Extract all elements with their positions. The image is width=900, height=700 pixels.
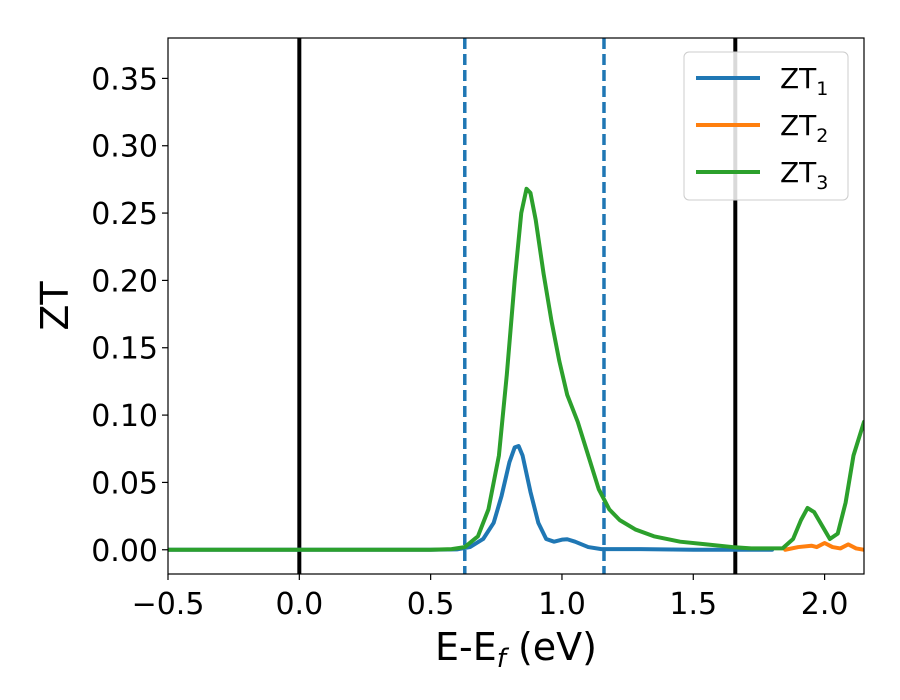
y-tick-label: 0.20 bbox=[91, 264, 158, 299]
series-lines bbox=[168, 186, 864, 552]
y-tick-label: 0.05 bbox=[91, 466, 158, 501]
y-tick-label: 0.00 bbox=[91, 534, 158, 569]
x-tick-label: 1.0 bbox=[538, 587, 586, 622]
legend-label-zt1: ZT1 bbox=[780, 62, 828, 100]
x-axis-label: E-Ef (eV) bbox=[435, 625, 597, 674]
series-line-zt2 bbox=[783, 541, 864, 552]
legend: ZT1 ZT2 ZT3 bbox=[683, 51, 849, 201]
legend-label-zt2: ZT2 bbox=[780, 109, 828, 147]
y-axis-label: ZT bbox=[33, 281, 77, 331]
x-tick-label: 1.5 bbox=[669, 587, 717, 622]
y-tick-label: 0.15 bbox=[91, 332, 158, 367]
series-line-zt1 bbox=[168, 444, 775, 552]
y-tick-label: 0.30 bbox=[91, 130, 158, 165]
plot-frame bbox=[167, 37, 865, 575]
x-tick-label: 2.0 bbox=[801, 587, 849, 622]
series-line-zt3 bbox=[168, 186, 864, 552]
legend-label-zt3: ZT3 bbox=[780, 156, 828, 194]
y-tick-label: 0.25 bbox=[91, 197, 158, 232]
x-tick-label: −0.5 bbox=[132, 587, 205, 622]
y-tick-label: 0.10 bbox=[91, 399, 158, 434]
x-tick-label: 0.0 bbox=[275, 587, 323, 622]
x-axis-ticks: −0.5 0.0 0.5 1.0 1.5 2.0 bbox=[132, 574, 849, 622]
y-tick-label: 0.35 bbox=[91, 62, 158, 97]
legend-box bbox=[683, 51, 849, 201]
y-axis-ticks: 0.00 0.05 0.10 0.15 0.20 0.25 0.30 0.35 bbox=[91, 62, 168, 569]
x-tick-label: 0.5 bbox=[407, 587, 455, 622]
reference-lines bbox=[297, 38, 738, 574]
